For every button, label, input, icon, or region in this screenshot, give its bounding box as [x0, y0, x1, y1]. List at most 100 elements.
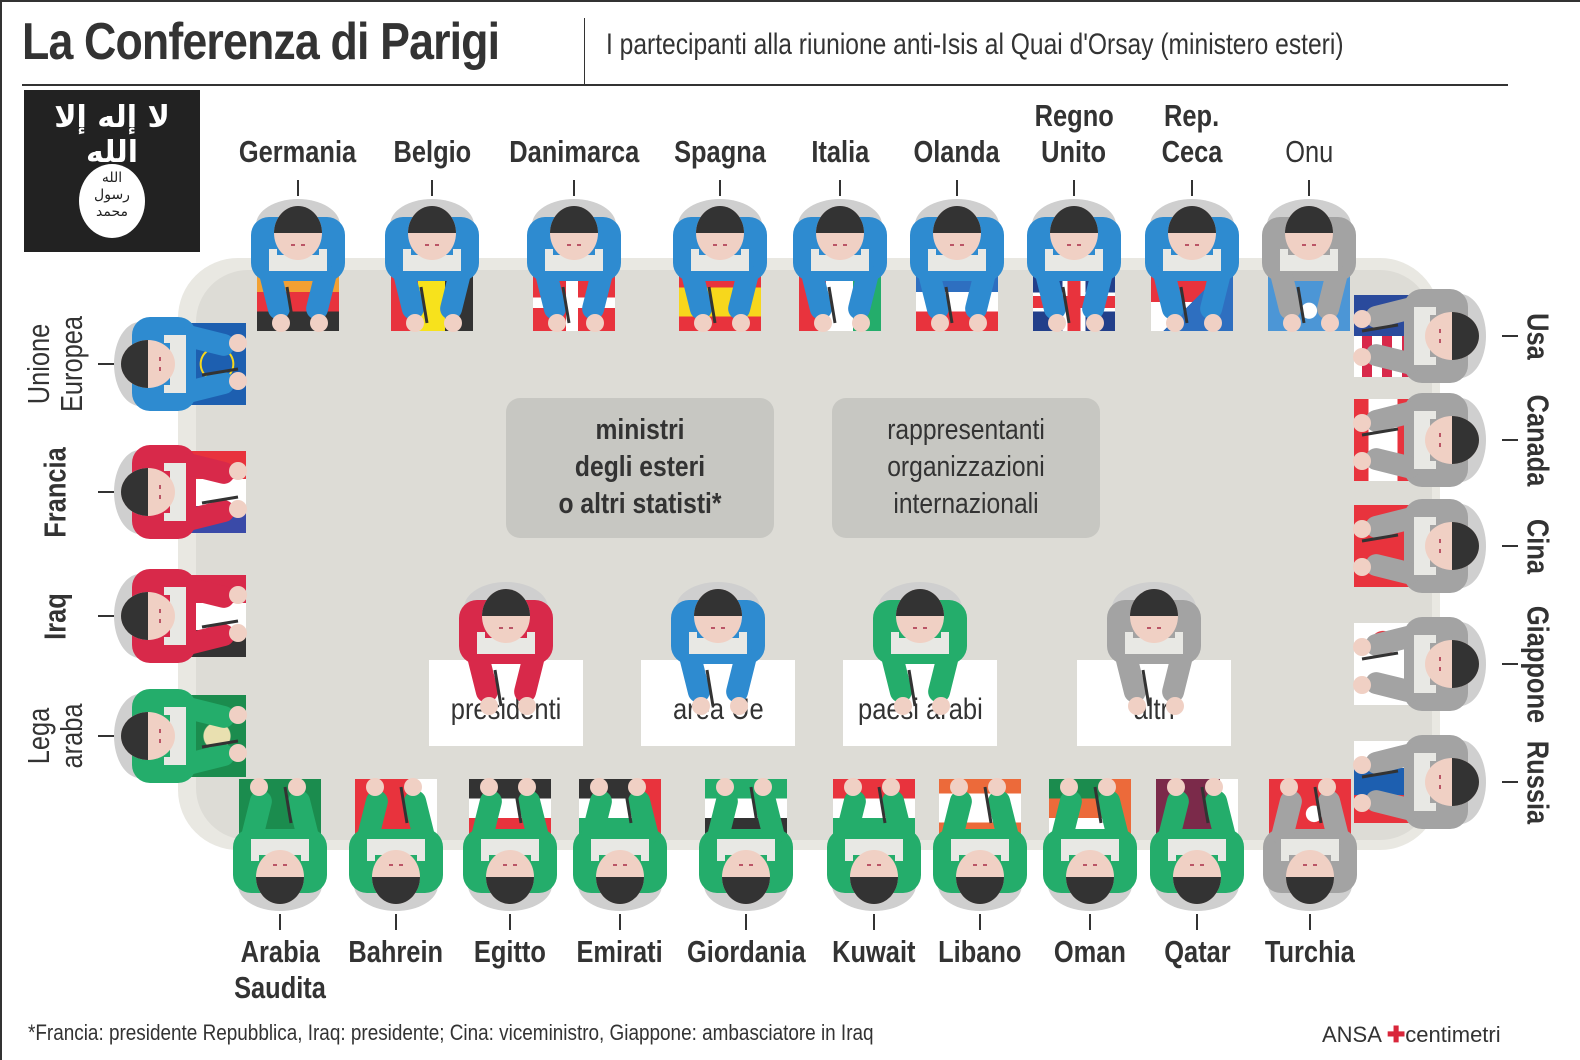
person-icon [1353, 393, 1486, 487]
seat-italia [785, 195, 895, 335]
seat-label-line: Turchia [1265, 934, 1355, 969]
legend-figure-presidenti [451, 578, 561, 718]
seal-line: الله [101, 170, 123, 186]
isis-flag-icon: لا إله إلا الله الله رسول محمد [24, 90, 200, 252]
seat-label-line: Libano [938, 934, 1022, 969]
seat-label-line: Onu [1284, 134, 1334, 169]
person-icon [527, 199, 621, 332]
person-icon [114, 689, 247, 783]
seat-label-line: Giordania [686, 934, 806, 969]
seat-label-line: Kuwait [832, 934, 916, 969]
person-icon [1150, 778, 1244, 911]
seat-label-line: Unito [1041, 134, 1107, 169]
seat-label-bahrein: Bahrein [316, 934, 476, 970]
legend-text: organizzazioni [887, 451, 1045, 483]
seat-label-kuwait: Kuwait [794, 934, 954, 970]
person-icon [1353, 617, 1486, 711]
legend-card-paesi-arabi: paesi arabi [843, 660, 997, 746]
person-icon [463, 778, 557, 911]
seat-label-line: araba [54, 703, 89, 769]
seat-label-line: Qatar [1163, 934, 1231, 969]
label-tick [1191, 180, 1193, 196]
seat-label-egitto: Egitto [430, 934, 590, 970]
legend-text: degli esteri [574, 451, 706, 483]
seat-label-emirati: Emirati [540, 934, 700, 970]
seat-kuwait [819, 775, 929, 915]
seat-label-line: Arabia [240, 934, 320, 969]
label-tick [395, 914, 397, 930]
seat-label-spagna: Spagna [640, 134, 800, 170]
seat-belgio [377, 195, 487, 335]
seat-label-turchia: Turchia [1230, 934, 1390, 970]
seat-label-giappone: Giappone [1521, 598, 1556, 729]
person-icon [793, 199, 887, 332]
person-icon [1353, 735, 1486, 829]
legend-card-presidenti: presidenti [429, 660, 583, 746]
person-icon [233, 778, 327, 911]
seat-arabia-saudita [225, 775, 335, 915]
person-icon [1145, 199, 1239, 332]
seat-francia [110, 437, 250, 547]
label-tick [279, 914, 281, 930]
seat-label-line: Italia [811, 134, 869, 169]
label-tick [1308, 180, 1310, 196]
seat-canada [1350, 385, 1490, 495]
person-icon [1043, 778, 1137, 911]
seat-label-olanda: Olanda [877, 134, 1037, 170]
legend-figure-area-ue [663, 578, 773, 718]
credit-centimetri: centimetri [1405, 1022, 1501, 1047]
person-icon [671, 582, 765, 715]
legend-rappresentanti-box: rappresentanti organizzazioni internazio… [832, 398, 1100, 538]
centimetri-mark-icon: ✚ [1386, 1022, 1406, 1047]
seat-spagna [665, 195, 775, 335]
person-icon [459, 582, 553, 715]
seat-libano [925, 775, 1035, 915]
label-tick [1196, 914, 1198, 930]
person-icon [910, 199, 1004, 332]
seat-usa [1350, 281, 1490, 391]
seat-label-line: Germania [239, 134, 357, 169]
label-tick [839, 180, 841, 196]
seat-germania [243, 195, 353, 335]
seat-label-italia: Italia [760, 134, 920, 170]
label-tick [1089, 914, 1091, 930]
page-title: La Conferenza di Parigi [22, 13, 500, 71]
seat-label-danimarca: Danimarca [494, 134, 654, 170]
seat-label-lega-araba: Lega araba [21, 670, 89, 801]
person-icon [349, 778, 443, 911]
person-icon [1263, 778, 1357, 911]
label-tick [1502, 439, 1518, 441]
credit-ansa: ANSA [1322, 1022, 1381, 1047]
seal-line: رسول [94, 187, 130, 203]
seat-bahrein [341, 775, 451, 915]
seat-giordania [691, 775, 801, 915]
seat-label-line: Belgio [393, 134, 471, 169]
label-tick [619, 914, 621, 930]
label-tick [1309, 914, 1311, 930]
seat-label-cina: Cina [1521, 480, 1556, 611]
seat-label-line: Emirati [576, 934, 664, 969]
seat-label-rep-ceca: Rep. Ceca [1112, 98, 1272, 170]
seat-rep-ceca [1137, 195, 1247, 335]
seat-danimarca [519, 195, 629, 335]
seat-label-line: Europea [54, 315, 89, 413]
legend-text: o altri statisti* [558, 488, 722, 520]
person-icon [699, 778, 793, 911]
label-tick [873, 914, 875, 930]
seat-label-arabia-saudita: Arabia Saudita [200, 934, 360, 1006]
person-icon [385, 199, 479, 332]
legend-figure-paesi-arabi [865, 578, 975, 718]
seat-onu [1254, 195, 1364, 335]
label-tick [956, 180, 958, 196]
seat-label-regno-unito: Regno Unito [994, 98, 1154, 170]
person-icon [1262, 199, 1356, 332]
header-rule [22, 84, 1508, 86]
seat-label-line: Ceca [1161, 134, 1223, 169]
seat-lega-araba [110, 681, 250, 791]
seat-label-line: Saudita [234, 970, 326, 1005]
person-icon [114, 569, 247, 663]
person-icon [933, 778, 1027, 911]
label-tick [1502, 545, 1518, 547]
seat-cina [1350, 491, 1490, 601]
